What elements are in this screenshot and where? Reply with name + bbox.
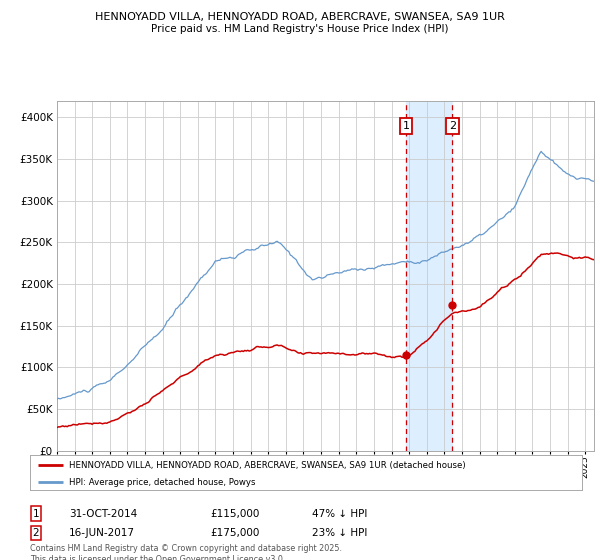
Text: 1: 1 [403,121,410,131]
Text: 2: 2 [32,528,40,538]
Text: 23% ↓ HPI: 23% ↓ HPI [312,528,367,538]
Text: 31-OCT-2014: 31-OCT-2014 [69,508,137,519]
Text: 1: 1 [32,508,40,519]
Text: HENNOYADD VILLA, HENNOYADD ROAD, ABERCRAVE, SWANSEA, SA9 1UR (detached house): HENNOYADD VILLA, HENNOYADD ROAD, ABERCRA… [68,460,465,469]
Text: 47% ↓ HPI: 47% ↓ HPI [312,508,367,519]
Text: HPI: Average price, detached house, Powys: HPI: Average price, detached house, Powy… [68,478,255,487]
Text: £115,000: £115,000 [210,508,259,519]
Bar [406,101,452,451]
Text: Contains HM Land Registry data © Crown copyright and database right 2025.
This d: Contains HM Land Registry data © Crown c… [30,544,342,560]
Text: HENNOYADD VILLA, HENNOYADD ROAD, ABERCRAVE, SWANSEA, SA9 1UR: HENNOYADD VILLA, HENNOYADD ROAD, ABERCRA… [95,12,505,22]
Text: 2: 2 [449,121,456,131]
Text: Price paid vs. HM Land Registry's House Price Index (HPI): Price paid vs. HM Land Registry's House … [151,24,449,34]
Text: 16-JUN-2017: 16-JUN-2017 [69,528,135,538]
Text: £175,000: £175,000 [210,528,259,538]
